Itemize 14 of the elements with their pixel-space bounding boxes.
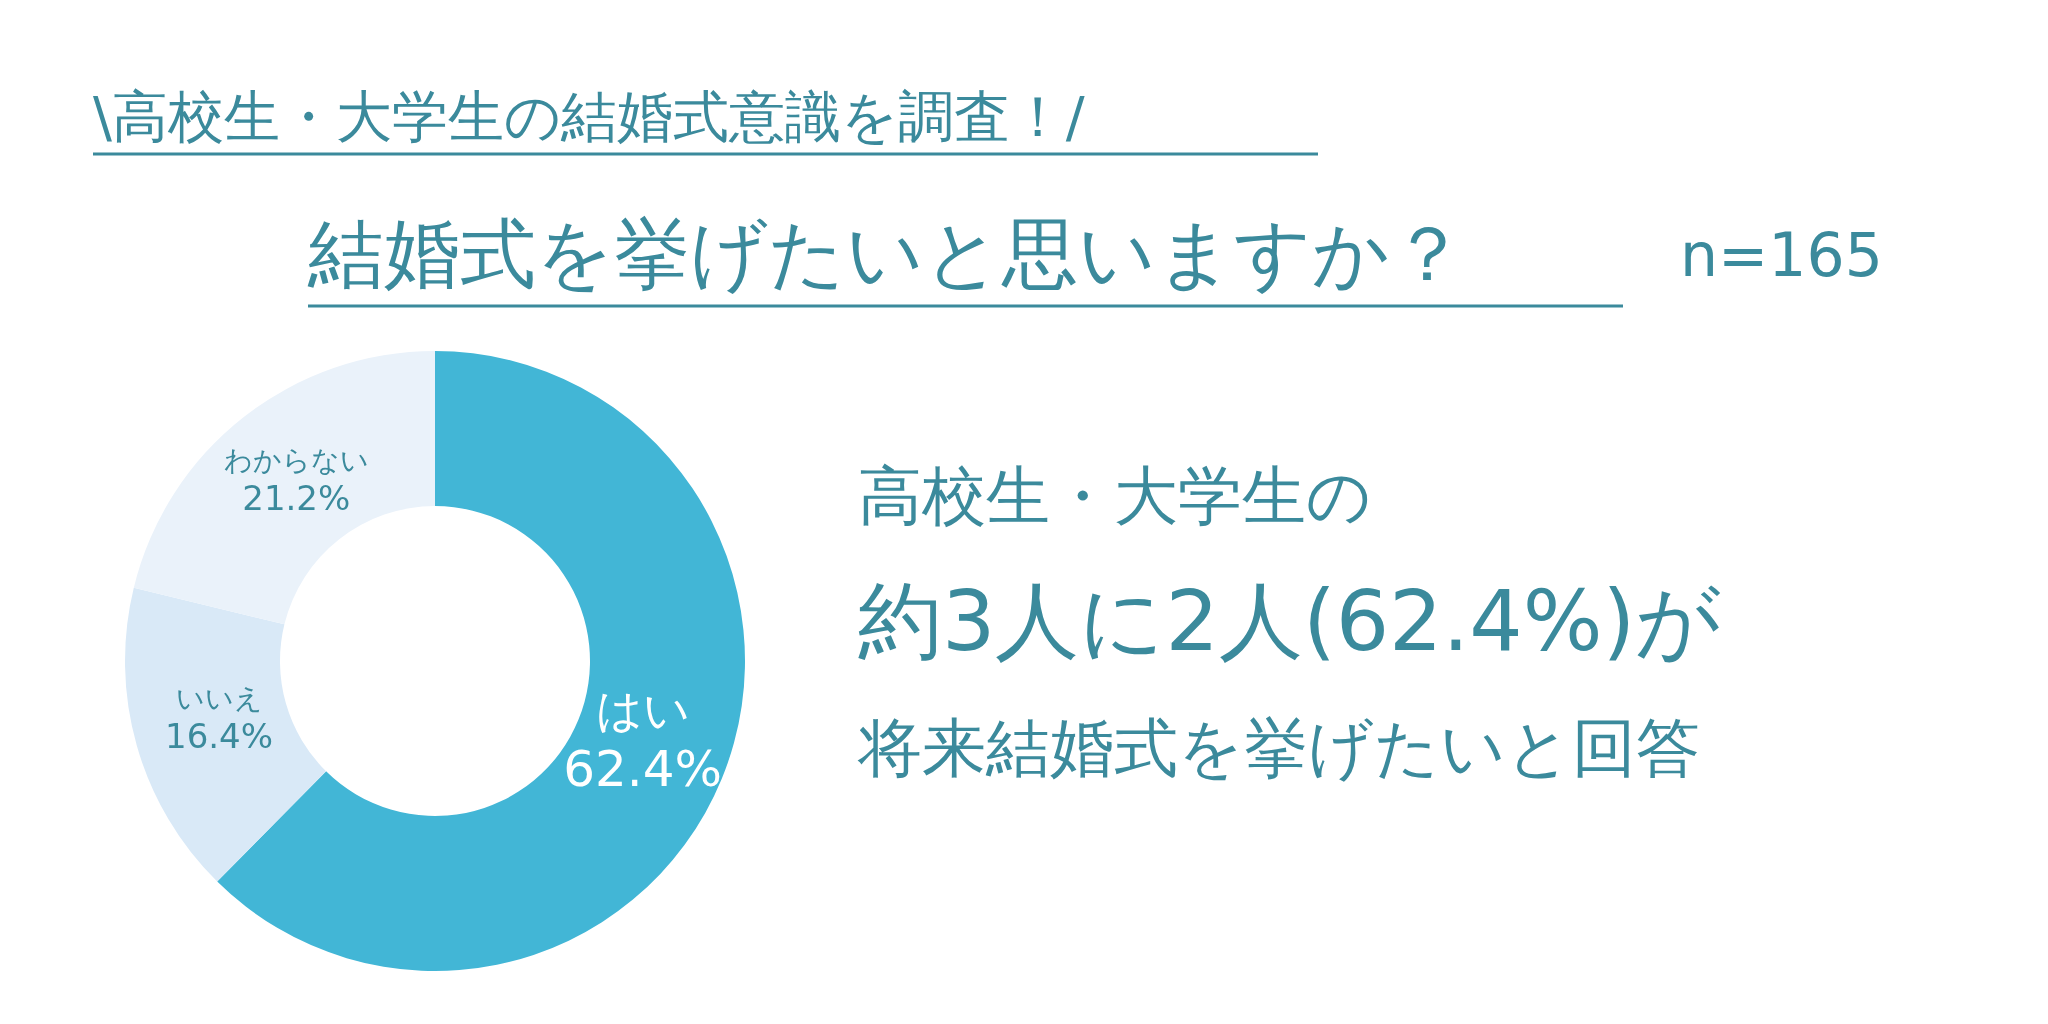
text: n=165 xyxy=(1680,220,1883,290)
text: 将来結婚式を挙げたいと回答 xyxy=(857,711,1700,785)
slice-label: わからない xyxy=(223,444,369,478)
chart-subtitle: \高校生・大学生の結婚式意識を調査！/ xyxy=(93,84,1085,149)
donut-slice xyxy=(133,351,435,625)
slice-label: はい xyxy=(595,683,690,738)
data-label: 16.4% xyxy=(165,716,274,757)
chart-title: 結婚式を挙げたいと思いますか？ xyxy=(307,209,1466,298)
data-label: 21.2% xyxy=(242,478,351,519)
text: 約3人に2人(62.4%)が xyxy=(858,572,1722,670)
text: 高校生・大学生の xyxy=(858,459,1372,533)
slice-label: いいえ xyxy=(175,682,263,716)
donut-slice xyxy=(125,587,327,882)
data-label: 62.4% xyxy=(563,740,723,799)
